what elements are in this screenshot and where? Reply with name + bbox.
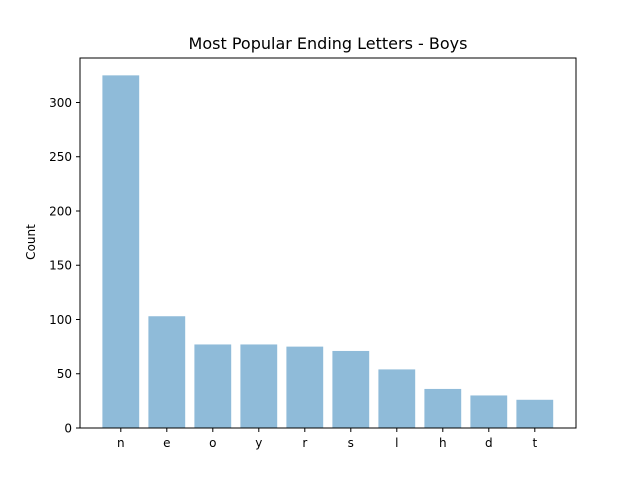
bar-h (424, 388, 462, 428)
bar-r (286, 346, 324, 428)
y-tick-label: 100 (49, 313, 72, 327)
x-tick-label: h (439, 436, 447, 450)
bar-t (516, 399, 554, 428)
y-tick-label: 50 (57, 367, 72, 381)
chart-title: Most Popular Ending Letters - Boys (189, 34, 468, 53)
x-tick-label: l (395, 436, 398, 450)
x-tick-label: s (348, 436, 354, 450)
y-tick-label: 250 (49, 150, 72, 164)
x-tick-label: y (255, 436, 262, 450)
bar-n (102, 75, 140, 429)
bar-e (148, 316, 186, 428)
bar-o (194, 344, 232, 428)
x-tick-label: n (117, 436, 125, 450)
x-tick-label: e (163, 436, 170, 450)
x-tick-label: d (485, 436, 493, 450)
bar-group (102, 75, 554, 429)
bar-d (470, 395, 508, 428)
y-tick-label: 300 (49, 96, 72, 110)
x-tick-label: o (209, 436, 216, 450)
y-tick-label: 0 (64, 422, 72, 436)
y-axis-label: Count (24, 224, 38, 260)
bar-y (240, 344, 278, 428)
bar-s (332, 350, 370, 428)
x-tick-label: t (532, 436, 537, 450)
plot-frame (79, 57, 577, 429)
x-tick-label: r (302, 436, 307, 450)
y-tick-label: 200 (49, 204, 72, 218)
y-tick-label: 150 (49, 259, 72, 273)
y-axis: 0 50 100 150 200 250 300 (49, 96, 80, 436)
bar-l (378, 369, 416, 428)
